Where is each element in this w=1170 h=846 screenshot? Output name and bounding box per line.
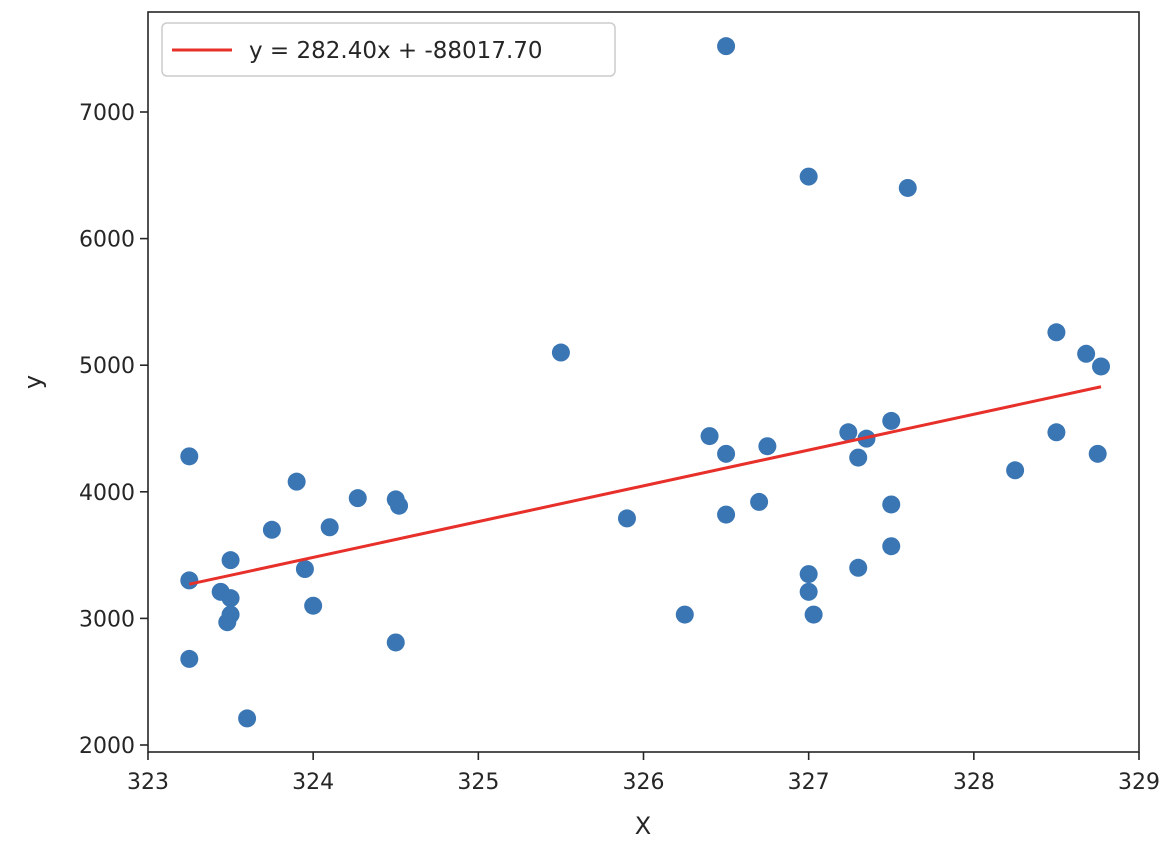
data-point-16 (390, 496, 409, 515)
y-tick-label-2: 4000 (79, 481, 135, 506)
data-point-10 (287, 472, 306, 491)
data-point-30 (804, 605, 823, 624)
data-point-8 (238, 709, 257, 728)
y-tick-label-4: 6000 (79, 228, 135, 253)
data-point-36 (882, 495, 901, 514)
data-point-2 (180, 649, 199, 668)
y-tick-label-3: 5000 (79, 354, 135, 379)
x-tick-label-3: 326 (623, 770, 665, 795)
legend: y = 282.40x + -88017.70 (161, 22, 616, 77)
data-point-22 (717, 37, 736, 56)
data-point-0 (180, 447, 199, 466)
data-point-5 (221, 551, 240, 570)
data-point-25 (750, 492, 769, 511)
y-axis-label: y (19, 375, 47, 389)
x-axis-label: X (635, 812, 651, 840)
data-point-20 (675, 605, 694, 624)
x-tick-label-1: 324 (292, 770, 334, 795)
data-point-12 (304, 596, 323, 615)
scatter-points (180, 37, 1111, 728)
data-point-40 (1047, 323, 1066, 342)
data-point-34 (849, 558, 868, 577)
x-tick-label-2: 325 (457, 770, 499, 795)
y-tick-label-0: 2000 (79, 734, 135, 759)
data-point-17 (386, 633, 405, 652)
data-point-42 (1077, 344, 1096, 363)
data-point-21 (700, 427, 719, 446)
data-point-29 (799, 582, 818, 601)
data-point-37 (882, 537, 901, 556)
data-point-35 (882, 411, 901, 430)
data-point-7 (221, 605, 240, 624)
y-axis-ticks: 2000 3000 4000 5000 6000 7000 (79, 101, 148, 759)
data-point-19 (617, 509, 636, 528)
data-point-6 (221, 589, 240, 608)
data-point-13 (320, 518, 339, 537)
data-point-41 (1047, 423, 1066, 442)
data-point-26 (758, 437, 777, 456)
data-point-11 (295, 560, 314, 579)
y-tick-label-5: 7000 (79, 101, 135, 126)
data-point-32 (849, 448, 868, 467)
data-point-27 (799, 167, 818, 186)
x-tick-label-4: 327 (788, 770, 830, 795)
data-point-31 (839, 423, 858, 442)
data-point-14 (348, 489, 367, 508)
y-tick-label-1: 3000 (79, 607, 135, 632)
data-point-24 (717, 505, 736, 524)
x-axis-ticks: 323 324 325 326 327 328 329 (127, 752, 1160, 795)
legend-label: y = 282.40x + -88017.70 (249, 38, 543, 64)
data-point-1 (180, 571, 199, 590)
fit-line-group (188, 385, 1102, 586)
data-point-9 (262, 520, 281, 539)
x-tick-label-0: 323 (127, 770, 169, 795)
fit-line (188, 385, 1102, 586)
data-point-38 (898, 178, 917, 197)
legend-box (161, 22, 616, 77)
data-point-39 (1006, 461, 1025, 480)
data-point-28 (799, 565, 818, 584)
x-tick-label-5: 328 (953, 770, 995, 795)
data-point-23 (717, 444, 736, 463)
data-point-18 (551, 343, 570, 362)
x-tick-label-6: 329 (1118, 770, 1160, 795)
data-point-43 (1088, 444, 1107, 463)
data-point-44 (1092, 357, 1111, 376)
